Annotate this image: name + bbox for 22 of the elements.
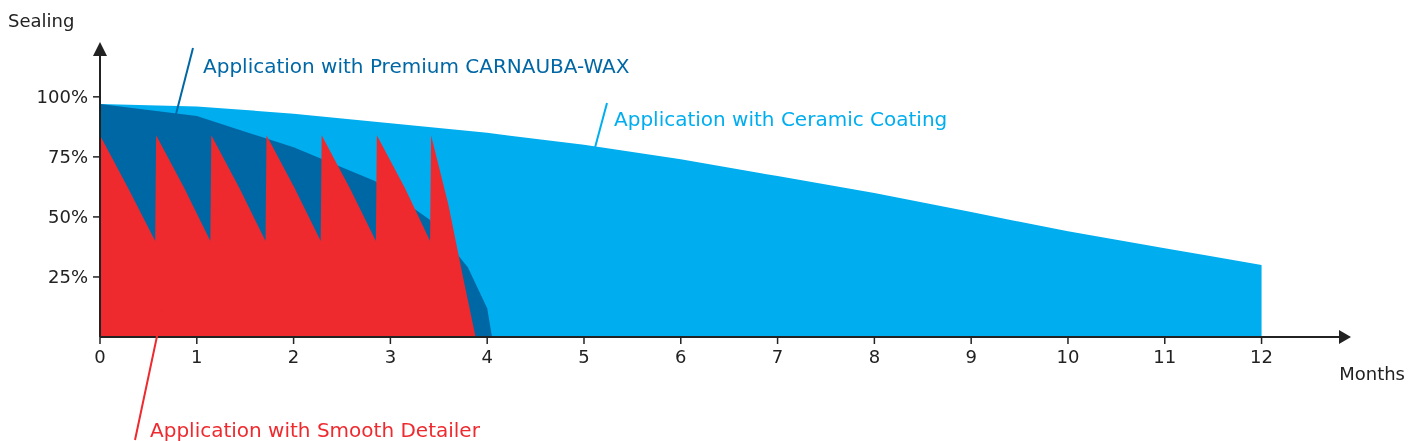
y-tick-label: 100% (36, 85, 88, 107)
y-tick-label: 25% (47, 265, 88, 287)
series-label: Application with Premium CARNAUBA-WAX (203, 54, 630, 78)
x-tick-label: 8 (868, 346, 881, 367)
x-tick-label: 0 (94, 346, 106, 367)
x-tick-label: 9 (965, 346, 977, 367)
x-tick-label: 1 (191, 346, 203, 367)
series-label: Application with Ceramic Coating (614, 107, 948, 131)
x-tick-label: 12 (1250, 346, 1274, 367)
x-axis-title: Months (1339, 363, 1405, 384)
x-tick-label: 11 (1153, 346, 1177, 367)
x-tick-label: 2 (287, 346, 300, 367)
x-tick-label: 10 (1056, 346, 1080, 367)
x-tick-label: 4 (481, 346, 493, 367)
y-axis-title: Sealing (8, 10, 75, 31)
x-tick-label: 7 (771, 346, 784, 367)
x-tick-label: 3 (384, 346, 397, 367)
x-tick-label: 6 (675, 346, 687, 367)
text: Application with Smooth Detailer (150, 418, 481, 441)
y-tick-label: 50% (47, 205, 88, 227)
x-tick-label: 5 (578, 346, 590, 367)
y-tick-label: 75% (47, 145, 88, 167)
